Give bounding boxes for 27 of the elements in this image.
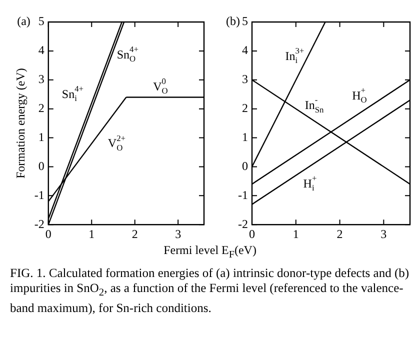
y-tick-label: 2 (242, 100, 248, 115)
x-tick-label: 1 (88, 226, 95, 241)
y-tick-label: 0 (38, 158, 44, 173)
x-axis-title: Fermi level E$_{F}$(eV) (162, 243, 258, 260)
y-tick-label: 2 (38, 100, 44, 115)
y-tick-label: -2 (238, 216, 248, 231)
y-tick-label: 1 (38, 130, 44, 144)
y-tick-label: 1 (242, 130, 248, 144)
x-tick-label: 2 (336, 226, 343, 241)
y-tick-label: 5 (38, 14, 44, 28)
y-tick-label: -2 (34, 216, 44, 231)
x-tick-label: 1 (292, 226, 299, 241)
y-tick-label: 3 (242, 72, 248, 86)
chart-title: (a) (17, 14, 30, 28)
y-tick-label: 3 (38, 72, 44, 86)
caption: FIG. 1. Calculated formation energies of (a) intrinsic donor-type defects and (b) impurities in SnO$_{2}$, as a function of the Fermi level (referenced to the valence-band maximum), for Sn-rich conditions. (10, 266, 410, 316)
x-tick-label: 2 (132, 226, 138, 241)
y-tick-label: -1 (238, 188, 248, 202)
x-tick-label: 3 (380, 226, 387, 241)
y-axis-title: Formation energy (eV) (13, 68, 28, 179)
x-tick-label: 3 (175, 226, 182, 241)
y-tick-label: 0 (242, 158, 248, 173)
y-tick-label: 4 (242, 43, 248, 58)
y-tick-label: 5 (242, 14, 248, 28)
y-tick-label: -1 (34, 188, 44, 202)
chart-title: (b) (226, 14, 240, 28)
y-tick-label: 4 (38, 43, 44, 58)
